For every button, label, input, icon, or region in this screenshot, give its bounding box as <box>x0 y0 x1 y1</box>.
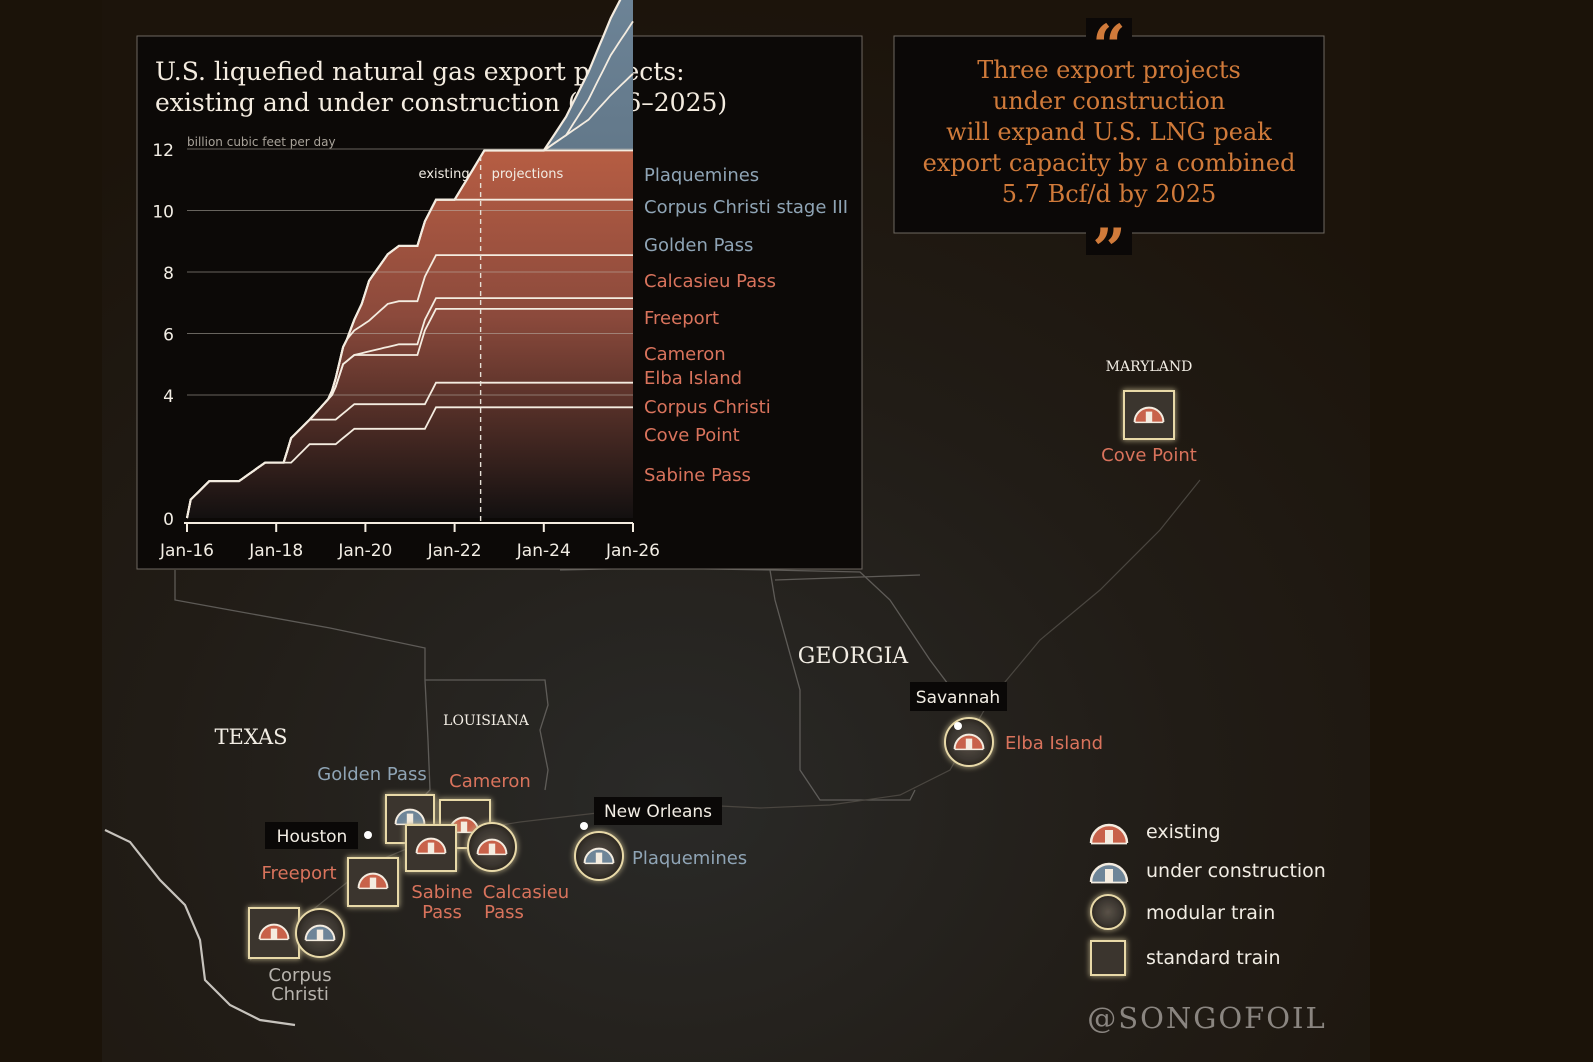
legend-standard-icon <box>1090 940 1126 976</box>
terminal-label-cameron: Cameron <box>449 771 531 792</box>
city-label-savannah: Savannah <box>916 688 1000 708</box>
city-tag-new-orleans-bg <box>594 797 722 825</box>
city-tag-houston-bg <box>265 822 358 849</box>
quote-text: Three export projects under construction… <box>923 56 1296 208</box>
terminal-label-calcasieu-pass-line1: Calcasieu <box>483 882 569 903</box>
savannah-dot <box>954 722 962 730</box>
x-tick-label: Jan-18 <box>248 541 303 561</box>
y-tick-label: 4 <box>163 387 174 407</box>
terminal-label-cove-point: Cove Point <box>1101 445 1197 466</box>
city-tag-savannah-bg <box>910 682 1007 711</box>
series-label-plaquemines: Plaquemines <box>644 165 759 186</box>
legend-existing-label: existing <box>1146 821 1221 843</box>
y-tick-label: 6 <box>163 326 174 346</box>
y-tick-label: 8 <box>163 264 174 284</box>
series-label-cove-point: Cove Point <box>644 425 740 446</box>
legend: existing under construction modular trai… <box>1089 821 1326 976</box>
y-tick-label: 10 <box>152 203 174 223</box>
series-label-calcasieu-pass: Calcasieu Pass <box>644 271 776 292</box>
y-tick-label: 0 <box>163 510 174 530</box>
chart-areas <box>187 0 633 518</box>
terminal-label-corpus-christi-line1: Corpus <box>268 965 331 986</box>
terminal-label-elba-island: Elba Island <box>1005 733 1103 754</box>
terminal-label-golden-pass: Golden Pass <box>317 764 426 785</box>
x-tick-label: Jan-24 <box>516 541 571 561</box>
x-tick-label: Jan-22 <box>427 541 482 561</box>
x-tick-label: Jan-16 <box>159 541 214 561</box>
city-label-new-orleans: New Orleans <box>604 802 712 822</box>
quote-close-mark-bg <box>1086 215 1132 255</box>
quote-line-5: 5.7 Bcf/d by 2025 <box>1002 180 1216 208</box>
legend-under-construction-label: under construction <box>1146 860 1326 882</box>
series-label-golden-pass: Golden Pass <box>644 235 753 256</box>
x-tick-label: Jan-20 <box>337 541 392 561</box>
y-tick-label: 12 <box>152 141 174 161</box>
terminal-label-corpus-christi-line2: Christi <box>271 984 329 1005</box>
series-label-sabine-pass: Sabine Pass <box>644 465 751 486</box>
new-orleans-dot <box>580 822 588 830</box>
terminal-label-sabine-pass-line2: Pass <box>422 902 462 923</box>
terminal-markers <box>248 390 1175 959</box>
quote-close-mark: ” <box>1092 216 1125 284</box>
terminal-label-freeport: Freeport <box>261 863 336 884</box>
chart-y-axis-label: billion cubic feet per day <box>187 135 336 149</box>
quote-box <box>893 35 1325 234</box>
series-label-cameron: Cameron <box>644 344 726 365</box>
quote-line-2: under construction <box>993 87 1226 115</box>
series-label-freeport: Freeport <box>644 308 719 329</box>
series-label-corpus-christi-stage-iii: Corpus Christi stage III <box>644 197 848 218</box>
chart-axes: Jan-16 Jan-18 Jan-20 Jan-22 Jan-24 Jan-26 0 4 6 8… <box>152 141 660 561</box>
series-label-elba-island: Elba Island <box>644 368 742 389</box>
quote-open-mark: “ <box>1092 12 1125 80</box>
legend-standard-label: standard train <box>1146 947 1281 969</box>
state-label-georgia: GEORGIA <box>798 644 909 669</box>
series-label-corpus-christi: Corpus Christi <box>644 397 771 418</box>
terminal-label-calcasieu-pass-line2: Pass <box>484 902 524 923</box>
credit-handle: @SONGOFOIL <box>1087 1001 1327 1035</box>
quote-open-mark-bg <box>1086 18 1132 56</box>
chart-gridlines <box>187 148 633 396</box>
quote-line-4: export capacity by a combined <box>923 149 1296 177</box>
x-tick-label: Jan-26 <box>605 541 660 561</box>
city-label-houston: Houston <box>277 827 348 847</box>
quote-line-1: Three export projects <box>977 56 1241 84</box>
chart-series-labels: Sabine Pass Cove Point Corpus Christi Elba … <box>644 165 848 486</box>
houston-dot <box>364 831 372 839</box>
state-label-louisiana: LOUISIANA <box>443 713 530 729</box>
state-label-texas: TEXAS <box>214 725 287 749</box>
series-line-plaquemines <box>185 0 622 519</box>
existing-label: existing <box>419 167 470 182</box>
projections-label: projections <box>492 167 564 182</box>
state-label-maryland: MARYLAND <box>1106 359 1193 375</box>
existing-capacity-area <box>187 150 633 518</box>
chart-series-lines <box>185 0 634 519</box>
legend-modular-icon <box>1090 894 1126 930</box>
terminal-label-plaquemines: Plaquemines <box>632 848 747 869</box>
legend-modular-label: modular train <box>1146 902 1275 924</box>
terminal-label-sabine-pass-line1: Sabine <box>411 882 472 903</box>
chart-plot-area: Jan-16 Jan-18 Jan-20 Jan-22 Jan-24 Jan-26 0 4 6 8… <box>152 0 848 561</box>
quote-line-3: will expand U.S. LNG peak <box>946 118 1272 146</box>
chart-title-line-2: existing and under construction (2016–20… <box>155 88 727 117</box>
rio-grande-border <box>104 829 296 1027</box>
